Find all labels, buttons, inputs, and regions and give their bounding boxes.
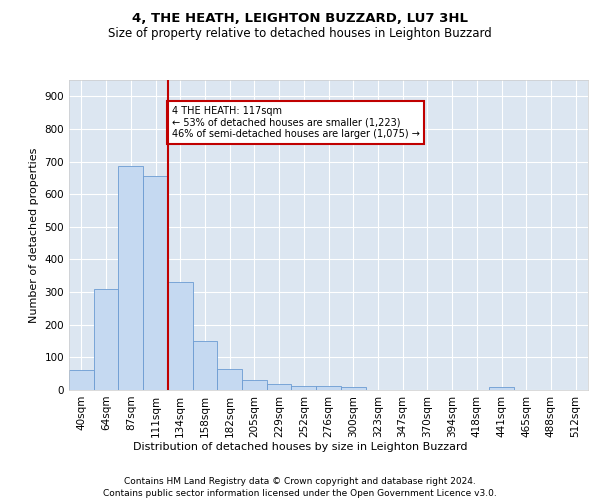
Bar xyxy=(292,386,316,390)
Text: Contains public sector information licensed under the Open Government Licence v3: Contains public sector information licen… xyxy=(103,489,497,498)
Text: Size of property relative to detached houses in Leighton Buzzard: Size of property relative to detached ho… xyxy=(108,28,492,40)
Bar xyxy=(316,386,341,390)
Bar xyxy=(168,282,193,390)
Bar xyxy=(118,166,143,390)
Bar xyxy=(242,380,267,390)
Bar xyxy=(341,386,365,390)
Bar xyxy=(69,370,94,390)
Bar xyxy=(193,341,217,390)
Text: Distribution of detached houses by size in Leighton Buzzard: Distribution of detached houses by size … xyxy=(133,442,467,452)
Text: Contains HM Land Registry data © Crown copyright and database right 2024.: Contains HM Land Registry data © Crown c… xyxy=(124,478,476,486)
Bar xyxy=(94,289,118,390)
Text: 4, THE HEATH, LEIGHTON BUZZARD, LU7 3HL: 4, THE HEATH, LEIGHTON BUZZARD, LU7 3HL xyxy=(132,12,468,26)
Bar xyxy=(489,388,514,390)
Bar xyxy=(143,176,168,390)
Bar xyxy=(267,384,292,390)
Y-axis label: Number of detached properties: Number of detached properties xyxy=(29,148,39,322)
Text: 4 THE HEATH: 117sqm
← 53% of detached houses are smaller (1,223)
46% of semi-det: 4 THE HEATH: 117sqm ← 53% of detached ho… xyxy=(172,106,419,140)
Bar xyxy=(217,369,242,390)
